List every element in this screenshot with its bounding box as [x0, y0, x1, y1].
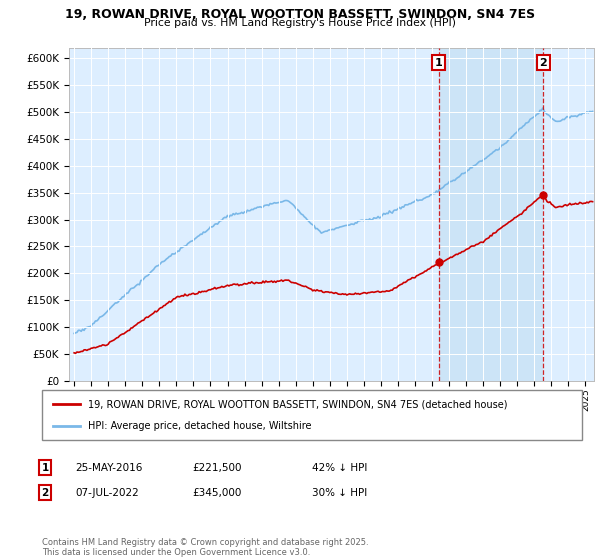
- Text: £345,000: £345,000: [192, 488, 241, 498]
- Text: £221,500: £221,500: [192, 463, 241, 473]
- Text: HPI: Average price, detached house, Wiltshire: HPI: Average price, detached house, Wilt…: [88, 421, 311, 431]
- Text: Contains HM Land Registry data © Crown copyright and database right 2025.
This d: Contains HM Land Registry data © Crown c…: [42, 538, 368, 557]
- FancyBboxPatch shape: [42, 390, 582, 440]
- Text: 42% ↓ HPI: 42% ↓ HPI: [312, 463, 367, 473]
- Text: 25-MAY-2016: 25-MAY-2016: [75, 463, 142, 473]
- Text: 1: 1: [434, 58, 442, 68]
- Text: 2: 2: [41, 488, 49, 498]
- Bar: [439, 48, 543, 381]
- Text: 30% ↓ HPI: 30% ↓ HPI: [312, 488, 367, 498]
- Text: 19, ROWAN DRIVE, ROYAL WOOTTON BASSETT, SWINDON, SN4 7ES (detached house): 19, ROWAN DRIVE, ROYAL WOOTTON BASSETT, …: [88, 399, 508, 409]
- Text: 1: 1: [41, 463, 49, 473]
- Text: Price paid vs. HM Land Registry's House Price Index (HPI): Price paid vs. HM Land Registry's House …: [144, 18, 456, 29]
- Text: 2: 2: [539, 58, 547, 68]
- Text: 07-JUL-2022: 07-JUL-2022: [75, 488, 139, 498]
- Text: 19, ROWAN DRIVE, ROYAL WOOTTON BASSETT, SWINDON, SN4 7ES: 19, ROWAN DRIVE, ROYAL WOOTTON BASSETT, …: [65, 8, 535, 21]
